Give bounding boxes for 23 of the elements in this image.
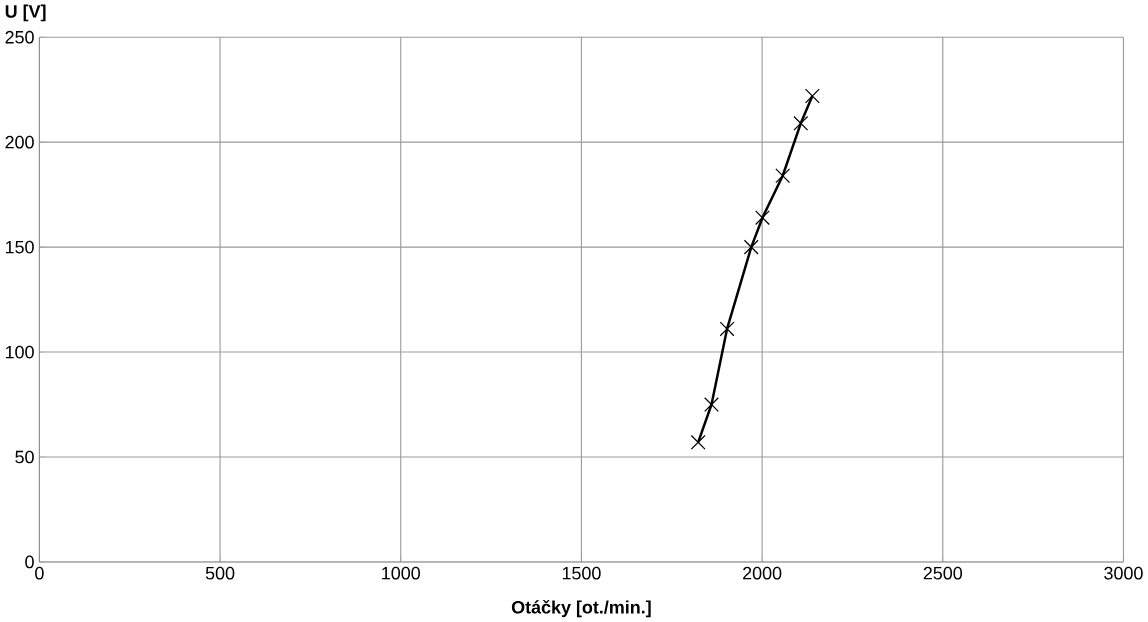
x-tick-label: 1000	[382, 566, 420, 580]
x-tick-label: 3000	[1104, 566, 1143, 580]
point	[743, 239, 759, 255]
point	[719, 321, 735, 337]
point	[690, 434, 706, 450]
x-tick-label: 2500	[923, 566, 963, 580]
y-tick-label: 200	[5, 135, 34, 149]
y-axis-title: U [V]	[5, 4, 46, 22]
y-tick-label: 250	[5, 31, 34, 44]
x-tick-label: 1500	[562, 566, 601, 580]
x-axis-title: Otáčky [ot./min.]	[511, 600, 651, 618]
point	[755, 210, 770, 226]
x-tick-label: 0	[35, 566, 44, 580]
point	[704, 397, 719, 413]
y-tick-label: 0	[25, 555, 34, 569]
y-tick-label: 150	[5, 240, 34, 254]
x-tick-label: 500	[205, 566, 235, 580]
y-tick-label: 50	[15, 450, 34, 464]
y-tick-label: 100	[5, 345, 34, 359]
point	[793, 115, 809, 131]
x-tick-label: 2000	[743, 566, 782, 580]
point	[804, 88, 820, 104]
point	[775, 168, 791, 184]
